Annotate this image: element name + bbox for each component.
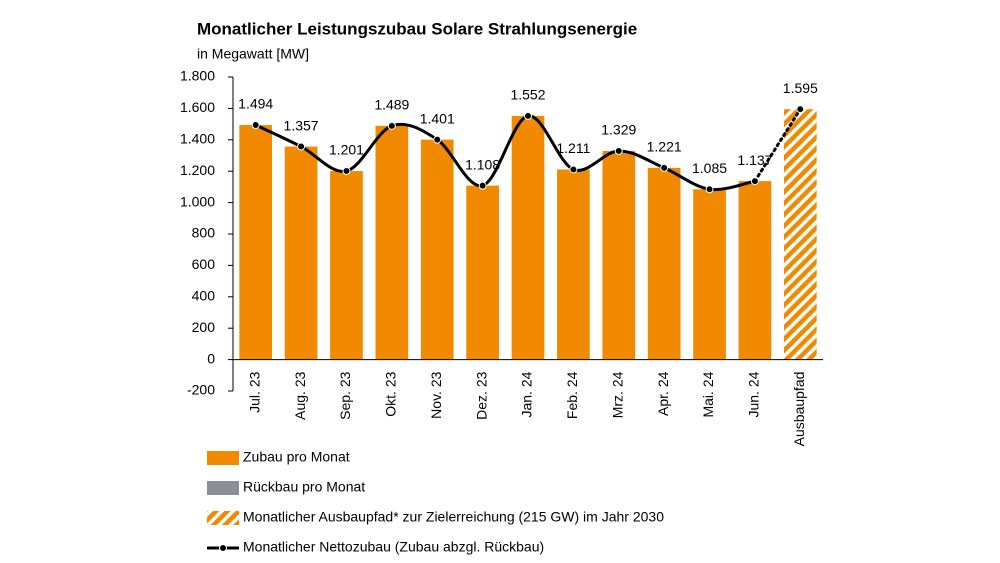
bar	[557, 169, 590, 360]
target-path-line	[753, 107, 802, 183]
bar	[693, 189, 726, 360]
net-point	[342, 167, 351, 176]
value-label: 1.221	[647, 139, 682, 155]
net-point	[660, 163, 669, 172]
bar	[602, 150, 636, 360]
y-tick-label: -200	[187, 382, 215, 398]
bar	[330, 171, 363, 360]
x-tick-label: Mrz. 24	[609, 371, 625, 418]
value-label: 1.085	[692, 160, 727, 176]
x-tick-label: Sep. 23	[337, 371, 353, 419]
chart-subtitle: in Megawatt [MW]	[197, 46, 309, 62]
bar	[375, 125, 409, 360]
x-tick-label: Feb. 24	[564, 371, 580, 419]
value-label: 1.401	[420, 110, 455, 126]
y-tick-label: 1.400	[180, 131, 215, 147]
y-tick-label: 1.000	[180, 193, 215, 209]
legend-swatch	[207, 511, 239, 525]
x-tick-label: Mai. 24	[700, 371, 716, 417]
value-label: 1.357	[284, 117, 319, 133]
y-tick-label: 200	[192, 319, 216, 335]
x-tick-label: Jun. 24	[746, 371, 762, 417]
net-point	[297, 142, 306, 151]
bar	[284, 146, 318, 360]
x-tick-label: Jan. 24	[519, 371, 535, 417]
legend-swatch	[207, 481, 239, 495]
legend-label: Monatlicher Nettozubau (Zubau abzgl. Rüc…	[243, 539, 544, 555]
value-label: 1.595	[783, 80, 818, 96]
y-tick-label: 1.200	[180, 162, 215, 178]
net-point	[705, 185, 714, 194]
x-tick-label: Ausbaupfad	[791, 372, 807, 447]
value-label: 1.552	[510, 87, 545, 103]
net-point	[251, 121, 260, 130]
x-tick-label: Nov. 23	[428, 371, 444, 418]
value-label: 1.201	[329, 142, 364, 158]
bar	[511, 115, 545, 360]
x-tick-label: Apr. 24	[655, 371, 671, 416]
hatched-bar	[783, 109, 817, 360]
value-label: 1.211	[556, 140, 590, 156]
bar	[738, 181, 772, 360]
x-tick-label: Okt. 23	[383, 371, 399, 416]
y-tick-label: 400	[192, 288, 216, 304]
legend-swatch	[207, 451, 239, 465]
y-tick-label: 600	[192, 256, 216, 272]
legend-swatch	[219, 544, 227, 552]
value-label: 1.329	[601, 122, 636, 138]
chart-title: Monatlicher Leistungszubau Solare Strahl…	[197, 19, 637, 38]
net-point	[524, 111, 532, 120]
legend-label: Zubau pro Monat	[243, 449, 350, 465]
y-tick-label: 1.600	[180, 99, 215, 115]
y-tick-label: 800	[192, 225, 216, 241]
legend-label: Rückbau pro Monat	[243, 479, 365, 495]
net-point	[433, 135, 442, 144]
net-point	[569, 165, 578, 174]
value-label: 1.489	[374, 97, 409, 113]
x-tick-label: Jul. 23	[246, 371, 262, 412]
legend-label: Monatlicher Ausbaupfad* zur Zielerreichu…	[243, 509, 664, 525]
net-point	[478, 181, 487, 190]
value-label: 1.494	[238, 96, 273, 112]
x-tick-label: Dez. 23	[473, 371, 489, 419]
y-tick-label: 1.800	[180, 68, 215, 84]
bar	[466, 185, 499, 360]
net-point	[614, 146, 623, 155]
value-label: 1.108	[465, 156, 500, 172]
bar	[239, 125, 273, 360]
y-tick-label: 0	[207, 350, 215, 366]
x-tick-label: Aug. 23	[292, 371, 308, 419]
value-label: 1.137	[737, 152, 772, 168]
bar	[420, 139, 454, 360]
net-point	[750, 177, 759, 186]
net-point	[387, 121, 396, 130]
target-point	[796, 105, 805, 114]
bar	[647, 167, 681, 360]
